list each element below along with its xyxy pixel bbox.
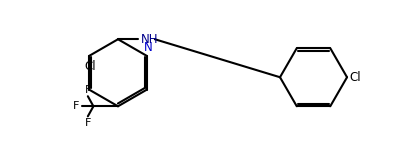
- Text: Cl: Cl: [84, 60, 96, 74]
- Text: Cl: Cl: [349, 71, 361, 84]
- Text: N: N: [144, 41, 152, 54]
- Text: F: F: [73, 101, 80, 111]
- Text: F: F: [85, 85, 91, 94]
- Text: NH: NH: [141, 33, 158, 46]
- Text: F: F: [85, 118, 91, 128]
